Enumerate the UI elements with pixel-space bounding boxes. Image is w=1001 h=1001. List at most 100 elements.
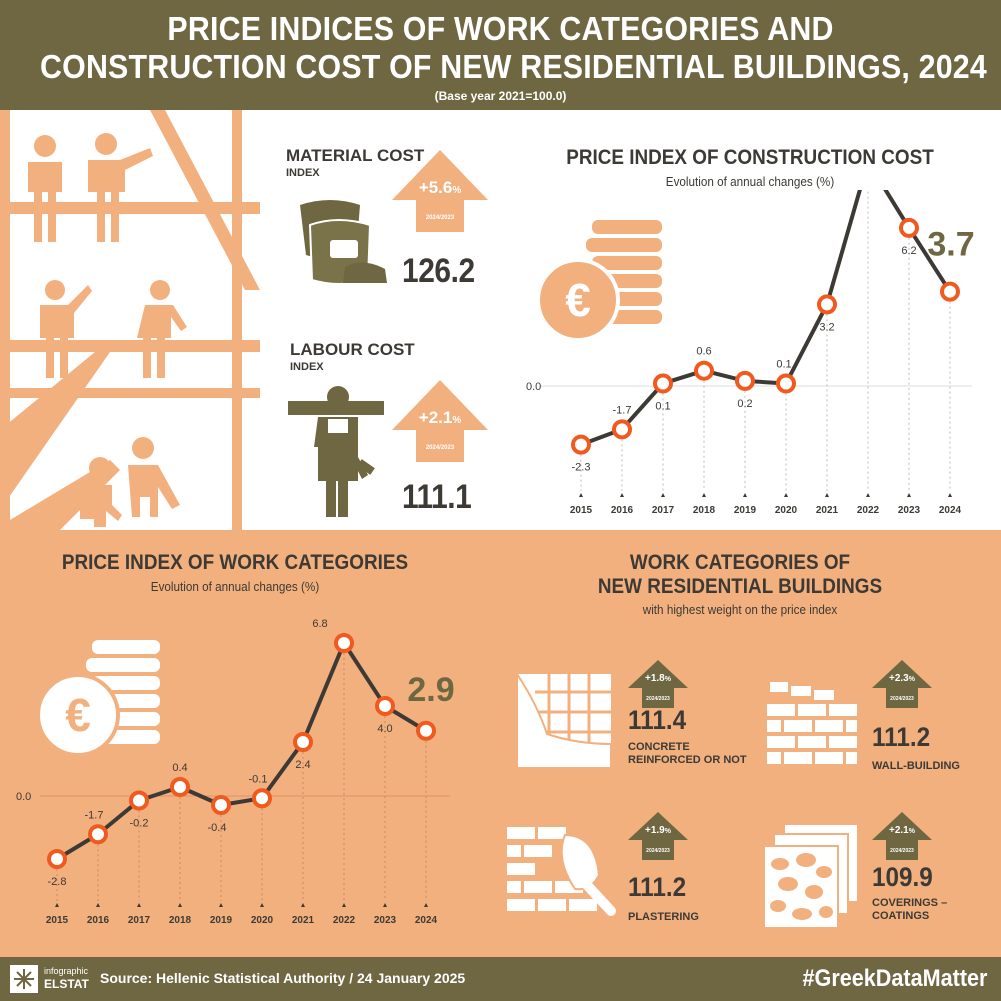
up-arrow-icon — [872, 660, 932, 708]
data-label: -0.1 — [249, 773, 268, 785]
up-arrow-icon — [392, 150, 488, 232]
title-line-1: PRICE INDICES OF WORK CATEGORIES AND — [167, 10, 834, 47]
data-label: -0.2 — [130, 818, 149, 830]
hashtag: #GreekDataMatter — [802, 965, 987, 992]
data-point — [88, 824, 108, 845]
construction-chart-title: PRICE INDEX OF CONSTRUCTION COST — [566, 146, 934, 169]
x-tick — [301, 903, 305, 907]
concrete-name-2: REINFORCED OR NOT — [628, 754, 747, 766]
x-tick — [579, 493, 583, 497]
data-point — [653, 373, 673, 394]
plastering-change-arrow: +1.9% 2024/2023 — [628, 812, 688, 860]
x-tick-label: 2018 — [169, 915, 192, 926]
data-label: -2.3 — [572, 462, 591, 474]
data-label: -1.7 — [613, 404, 632, 416]
data-point — [129, 790, 149, 811]
data-point — [375, 696, 395, 716]
x-tick — [825, 493, 829, 497]
labour-pct-sign: % — [452, 415, 462, 426]
labour-cost-label: LABOUR COST — [290, 340, 415, 359]
wall-period: 2024/2023 — [890, 696, 914, 702]
data-point — [899, 217, 919, 238]
x-tick-label: 2016 — [87, 915, 110, 926]
x-tick-label: 2022 — [333, 915, 356, 926]
x-tick — [96, 903, 100, 907]
up-arrow-icon — [392, 380, 488, 462]
coverings-name-1: COVERINGS – — [872, 897, 948, 909]
work-categories-line-chart: € 0.0 2015 2016 2017 2018 2019 2020 2021 2022 202… — [16, 618, 455, 926]
concrete-pct-sign: % — [664, 676, 671, 683]
x-tick-label: 2020 — [251, 915, 274, 926]
concrete-change-value: +1.8 — [645, 673, 665, 684]
data-point — [817, 294, 837, 315]
work-categories-chart-title: PRICE INDEX OF WORK CATEGORIES — [61, 551, 409, 574]
wall-change-arrow: +2.3% 2024/2023 — [872, 660, 932, 708]
data-label: 0.1 — [776, 358, 791, 370]
x-tick-label: 2023 — [898, 505, 921, 516]
categories-panel-title-2: NEW RESIDENTIAL BUILDINGS — [597, 575, 883, 598]
x-tick — [55, 903, 59, 907]
brick-wall-icon — [767, 682, 857, 764]
material-period: 2024/2023 — [425, 215, 455, 221]
data-label: 6.2 — [901, 245, 916, 257]
data-point — [170, 777, 190, 797]
x-tick — [948, 493, 952, 497]
x-tick-label: 2017 — [652, 505, 675, 516]
data-point — [940, 281, 960, 302]
data-label: -0.4 — [208, 822, 227, 834]
up-arrow-icon — [628, 660, 688, 708]
source-note: Source: Hellenic Statistical Authority /… — [100, 970, 466, 986]
wall-change-value: +2.3 — [889, 673, 909, 684]
x-tick-label: 2024 — [939, 505, 962, 516]
x-tick-label: 2015 — [46, 915, 69, 926]
material-pct-sign: % — [452, 185, 462, 196]
zero-label: 0.0 — [526, 381, 541, 393]
x-tick — [866, 493, 870, 497]
data-point — [211, 795, 231, 815]
x-tick-label: 2023 — [374, 915, 397, 926]
data-label: 0.2 — [737, 398, 752, 410]
categories-panel-subtitle: with highest weight on the price index — [642, 602, 838, 617]
material-change-value: +5.6 — [418, 178, 453, 197]
x-tick — [383, 903, 387, 907]
x-tick-label: 2018 — [693, 505, 716, 516]
plastering-value: 111.2 — [628, 872, 687, 902]
data-point — [571, 434, 591, 455]
up-arrow-icon — [628, 812, 688, 860]
coverings-change-arrow: +2.1% 2024/2023 — [872, 812, 932, 860]
data-label: 4.0 — [377, 723, 392, 735]
x-tick — [342, 903, 346, 907]
plastering-change-value: +1.9 — [645, 825, 665, 836]
construction-cost-line-chart: € 0.0 2015 2016 2017 2018 2019 2020 2021 2022 202… — [526, 190, 975, 516]
x-tick-label: 2021 — [816, 505, 839, 516]
x-tick-label: 2016 — [611, 505, 634, 516]
categories-panel-title-1: WORK CATEGORIES OF — [629, 551, 851, 574]
construction-chart-subtitle: Evolution of annual changes (%) — [665, 174, 835, 189]
x-tick-label: 2019 — [210, 915, 233, 926]
concrete-change-arrow: +1.8% 2024/2023 — [628, 660, 688, 708]
coverings-period: 2024/2023 — [890, 848, 914, 854]
data-point — [293, 732, 313, 752]
data-label: -1.7 — [85, 809, 104, 821]
data-label: 3.2 — [819, 321, 834, 333]
material-bags-icon — [300, 200, 387, 285]
data-point — [735, 370, 755, 391]
data-point — [252, 788, 272, 809]
plastering-name-1: PLASTERING — [628, 911, 699, 923]
scaffold-workers-illustration — [0, 110, 260, 530]
work-categories-chart-subtitle: Evolution of annual changes (%) — [150, 579, 320, 594]
x-tick-label: 2021 — [292, 915, 315, 926]
material-change-arrow: +5.6% 2024/2023 — [392, 150, 488, 232]
plastering-trowel-icon — [507, 827, 616, 916]
coverings-pct-sign: % — [908, 828, 915, 835]
series-line — [55, 641, 428, 861]
data-point — [776, 373, 796, 394]
data-label: 0.4 — [172, 762, 187, 774]
logo-big-text: ELSTAT — [44, 977, 89, 991]
concrete-wall-icon — [516, 672, 612, 769]
plastering-pct-sign: % — [664, 828, 671, 835]
x-tick — [743, 493, 747, 497]
data-label: 2.4 — [295, 759, 310, 771]
data-point — [694, 360, 714, 381]
header-banner: PRICE INDICES OF WORK CATEGORIES AND CON… — [0, 0, 1001, 110]
